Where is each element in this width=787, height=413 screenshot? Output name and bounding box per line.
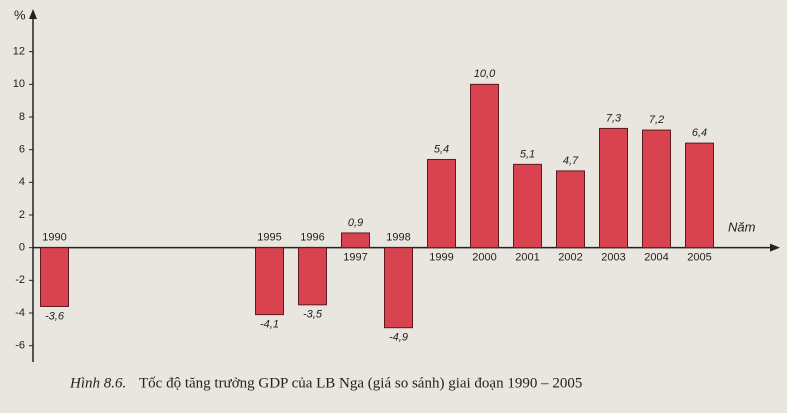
value-label: 6,4 <box>692 127 707 139</box>
bar <box>556 170 585 249</box>
y-tick-label: 10 <box>13 78 25 90</box>
x-tick-label: 2003 <box>601 252 625 264</box>
y-axis-arrow <box>29 9 37 19</box>
y-tick-label: -6 <box>15 340 25 352</box>
value-label: -4,9 <box>389 332 408 344</box>
y-tick-label: 0 <box>19 242 25 254</box>
value-label: -3,5 <box>303 309 323 321</box>
y-tick-label: 4 <box>19 176 25 188</box>
bar <box>642 129 671 249</box>
y-tick-label: -2 <box>15 274 25 286</box>
y-axis-label: % <box>14 7 26 22</box>
x-tick-label: 1997 <box>343 252 367 264</box>
bar <box>298 247 327 306</box>
value-label: 10,0 <box>474 68 496 80</box>
value-label: 7,3 <box>606 112 622 124</box>
bar <box>513 163 542 249</box>
value-label: -3,6 <box>45 310 65 322</box>
value-label: 4,7 <box>563 155 579 167</box>
value-label: 5,4 <box>434 143 449 155</box>
x-tick-label: 1996 <box>300 232 324 244</box>
value-label: 0,9 <box>348 217 363 229</box>
x-tick-label: 1995 <box>257 232 281 244</box>
bar <box>255 247 284 316</box>
bar <box>341 232 370 249</box>
x-tick-label: 2004 <box>644 252 668 264</box>
bar <box>470 83 499 249</box>
bar <box>40 247 69 307</box>
y-tick-label: -4 <box>15 307 25 319</box>
bar <box>384 247 413 329</box>
x-tick-label: 1999 <box>429 252 453 264</box>
y-tick-label: 12 <box>13 46 25 58</box>
value-label: 7,2 <box>649 114 664 126</box>
x-axis-arrow <box>770 243 780 252</box>
x-tick-label: 2000 <box>472 252 496 264</box>
y-tick-label: 8 <box>19 111 25 123</box>
x-tick-label: 2002 <box>558 252 582 264</box>
value-label: 5,1 <box>520 148 535 160</box>
x-tick-label: 1990 <box>42 232 66 244</box>
caption-label: Hình 8.6. <box>69 375 126 391</box>
caption: Tốc độ tăng trưởng GDP của LB Nga (giá s… <box>139 375 582 391</box>
bar <box>685 142 714 249</box>
y-tick-label: 2 <box>19 209 25 221</box>
x-tick-label: 2005 <box>687 252 711 264</box>
value-label: -4,1 <box>260 319 279 331</box>
y-tick-label: 6 <box>19 144 25 156</box>
x-axis-label: Năm <box>728 219 756 234</box>
x-tick-label: 1998 <box>386 232 410 244</box>
bar <box>427 158 456 249</box>
x-tick-label: 2001 <box>515 252 539 264</box>
bar <box>599 127 628 249</box>
